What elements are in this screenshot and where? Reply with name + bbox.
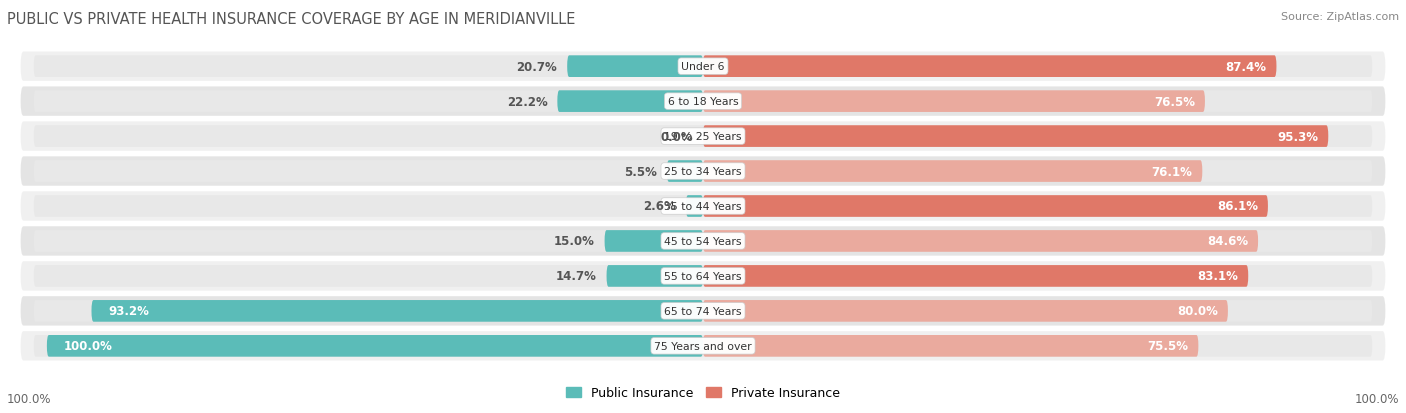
Text: 22.2%: 22.2% <box>506 95 547 108</box>
Text: 76.5%: 76.5% <box>1154 95 1195 108</box>
Legend: Public Insurance, Private Insurance: Public Insurance, Private Insurance <box>561 381 845 404</box>
FancyBboxPatch shape <box>34 300 1372 322</box>
FancyBboxPatch shape <box>557 91 703 113</box>
FancyBboxPatch shape <box>567 56 703 78</box>
Text: 14.7%: 14.7% <box>555 270 596 283</box>
FancyBboxPatch shape <box>21 87 1385 116</box>
FancyBboxPatch shape <box>34 335 1372 357</box>
FancyBboxPatch shape <box>21 261 1385 291</box>
Text: 80.0%: 80.0% <box>1177 305 1218 318</box>
Text: 76.1%: 76.1% <box>1152 165 1192 178</box>
Text: 100.0%: 100.0% <box>7 392 52 405</box>
FancyBboxPatch shape <box>34 196 1372 217</box>
Text: 55 to 64 Years: 55 to 64 Years <box>664 271 742 281</box>
FancyBboxPatch shape <box>34 56 1372 78</box>
Text: PUBLIC VS PRIVATE HEALTH INSURANCE COVERAGE BY AGE IN MERIDIANVILLE: PUBLIC VS PRIVATE HEALTH INSURANCE COVER… <box>7 12 575 27</box>
Text: 19 to 25 Years: 19 to 25 Years <box>664 132 742 142</box>
FancyBboxPatch shape <box>21 297 1385 326</box>
FancyBboxPatch shape <box>703 91 1205 113</box>
Text: 86.1%: 86.1% <box>1218 200 1258 213</box>
Text: Source: ZipAtlas.com: Source: ZipAtlas.com <box>1281 12 1399 22</box>
Text: 15.0%: 15.0% <box>554 235 595 248</box>
Text: 83.1%: 83.1% <box>1198 270 1239 283</box>
FancyBboxPatch shape <box>21 157 1385 186</box>
Text: 100.0%: 100.0% <box>63 339 112 352</box>
FancyBboxPatch shape <box>703 196 1268 217</box>
Text: 100.0%: 100.0% <box>1354 392 1399 405</box>
Text: 84.6%: 84.6% <box>1208 235 1249 248</box>
Text: 2.6%: 2.6% <box>644 200 676 213</box>
FancyBboxPatch shape <box>703 335 1198 357</box>
FancyBboxPatch shape <box>606 266 703 287</box>
FancyBboxPatch shape <box>91 300 703 322</box>
FancyBboxPatch shape <box>21 227 1385 256</box>
Text: 93.2%: 93.2% <box>108 305 149 318</box>
FancyBboxPatch shape <box>21 122 1385 152</box>
FancyBboxPatch shape <box>703 266 1249 287</box>
Text: 95.3%: 95.3% <box>1278 130 1319 143</box>
FancyBboxPatch shape <box>34 91 1372 113</box>
FancyBboxPatch shape <box>21 52 1385 82</box>
FancyBboxPatch shape <box>34 230 1372 252</box>
FancyBboxPatch shape <box>34 126 1372 147</box>
Text: 20.7%: 20.7% <box>516 61 557 74</box>
FancyBboxPatch shape <box>46 335 703 357</box>
Text: 35 to 44 Years: 35 to 44 Years <box>664 202 742 211</box>
FancyBboxPatch shape <box>703 56 1277 78</box>
Text: 6 to 18 Years: 6 to 18 Years <box>668 97 738 107</box>
FancyBboxPatch shape <box>703 230 1258 252</box>
FancyBboxPatch shape <box>666 161 703 183</box>
FancyBboxPatch shape <box>605 230 703 252</box>
FancyBboxPatch shape <box>21 192 1385 221</box>
Text: 75 Years and over: 75 Years and over <box>654 341 752 351</box>
FancyBboxPatch shape <box>686 196 703 217</box>
Text: 0.0%: 0.0% <box>661 130 693 143</box>
FancyBboxPatch shape <box>21 331 1385 361</box>
Text: Under 6: Under 6 <box>682 62 724 72</box>
Text: 87.4%: 87.4% <box>1226 61 1267 74</box>
FancyBboxPatch shape <box>703 126 1329 147</box>
FancyBboxPatch shape <box>703 300 1227 322</box>
Text: 5.5%: 5.5% <box>624 165 657 178</box>
FancyBboxPatch shape <box>703 161 1202 183</box>
Text: 25 to 34 Years: 25 to 34 Years <box>664 166 742 177</box>
Text: 65 to 74 Years: 65 to 74 Years <box>664 306 742 316</box>
FancyBboxPatch shape <box>34 266 1372 287</box>
FancyBboxPatch shape <box>34 161 1372 183</box>
Text: 75.5%: 75.5% <box>1147 339 1188 352</box>
Text: 45 to 54 Years: 45 to 54 Years <box>664 236 742 247</box>
